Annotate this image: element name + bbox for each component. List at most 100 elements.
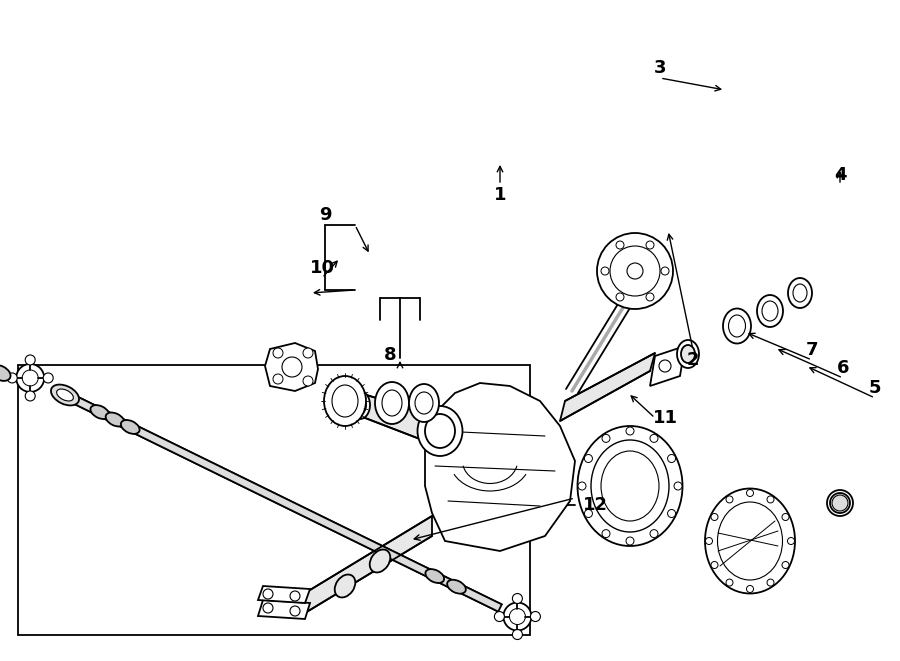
Ellipse shape — [728, 315, 745, 337]
Ellipse shape — [717, 502, 782, 580]
Circle shape — [602, 529, 610, 537]
Ellipse shape — [324, 376, 366, 426]
Circle shape — [303, 376, 313, 386]
Text: 3: 3 — [653, 59, 666, 77]
Circle shape — [646, 293, 654, 301]
Ellipse shape — [335, 574, 356, 598]
Circle shape — [512, 594, 522, 603]
Circle shape — [584, 455, 592, 463]
Circle shape — [726, 579, 733, 586]
Ellipse shape — [426, 569, 444, 583]
Polygon shape — [305, 516, 432, 613]
Text: 12: 12 — [582, 496, 608, 514]
Ellipse shape — [57, 389, 74, 401]
Circle shape — [610, 246, 660, 296]
Ellipse shape — [723, 309, 751, 344]
Ellipse shape — [578, 426, 682, 546]
Text: 6: 6 — [837, 359, 850, 377]
Ellipse shape — [51, 385, 79, 405]
Circle shape — [782, 514, 789, 520]
Ellipse shape — [350, 391, 370, 419]
Text: 2: 2 — [687, 351, 699, 369]
Circle shape — [263, 589, 273, 599]
Polygon shape — [265, 343, 318, 391]
Circle shape — [25, 391, 35, 401]
Ellipse shape — [793, 284, 807, 302]
Ellipse shape — [681, 345, 695, 363]
Circle shape — [782, 561, 789, 568]
Ellipse shape — [762, 301, 778, 321]
Ellipse shape — [788, 278, 812, 308]
Ellipse shape — [0, 365, 11, 381]
Circle shape — [626, 427, 634, 435]
Circle shape — [746, 490, 753, 496]
Text: 11: 11 — [652, 409, 678, 427]
Polygon shape — [258, 586, 310, 603]
Circle shape — [650, 434, 658, 442]
Circle shape — [746, 586, 753, 592]
Circle shape — [646, 241, 654, 249]
Bar — [18, 365, 530, 635]
Ellipse shape — [121, 420, 140, 434]
Circle shape — [503, 603, 531, 631]
Ellipse shape — [757, 295, 783, 327]
Circle shape — [16, 364, 44, 392]
Circle shape — [616, 293, 624, 301]
Circle shape — [578, 482, 586, 490]
Circle shape — [290, 591, 300, 601]
Polygon shape — [63, 391, 502, 611]
Ellipse shape — [447, 580, 466, 594]
Polygon shape — [560, 353, 655, 421]
Circle shape — [627, 263, 643, 279]
Ellipse shape — [677, 340, 699, 368]
Polygon shape — [258, 600, 310, 619]
Ellipse shape — [418, 406, 463, 456]
Circle shape — [7, 373, 17, 383]
Circle shape — [273, 348, 283, 358]
Circle shape — [25, 355, 35, 365]
Circle shape — [530, 611, 540, 621]
Circle shape — [584, 510, 592, 518]
Circle shape — [509, 609, 526, 625]
Ellipse shape — [90, 405, 109, 419]
Circle shape — [834, 497, 846, 509]
Circle shape — [43, 373, 53, 383]
Circle shape — [726, 496, 733, 503]
Circle shape — [668, 455, 676, 463]
Circle shape — [597, 233, 673, 309]
Text: 4: 4 — [833, 166, 846, 184]
Ellipse shape — [332, 385, 358, 417]
Circle shape — [832, 495, 848, 511]
Circle shape — [601, 267, 609, 275]
Ellipse shape — [591, 440, 669, 532]
Circle shape — [290, 606, 300, 616]
Text: 1: 1 — [494, 186, 506, 204]
Polygon shape — [425, 383, 575, 551]
Circle shape — [273, 374, 283, 384]
Circle shape — [674, 482, 682, 490]
Circle shape — [767, 496, 774, 503]
Ellipse shape — [382, 390, 402, 416]
Circle shape — [788, 537, 795, 545]
Ellipse shape — [370, 549, 391, 572]
Ellipse shape — [105, 412, 124, 426]
Circle shape — [711, 561, 718, 568]
Circle shape — [706, 537, 713, 545]
Circle shape — [711, 514, 718, 520]
Circle shape — [626, 537, 634, 545]
Text: 9: 9 — [319, 206, 331, 224]
Text: 7: 7 — [806, 341, 818, 359]
Polygon shape — [360, 393, 425, 441]
Circle shape — [494, 611, 504, 621]
Circle shape — [659, 360, 671, 372]
Circle shape — [263, 603, 273, 613]
Ellipse shape — [354, 396, 366, 414]
Circle shape — [22, 370, 38, 386]
Circle shape — [616, 241, 624, 249]
Circle shape — [650, 529, 658, 537]
Text: 8: 8 — [383, 346, 396, 364]
Circle shape — [668, 510, 676, 518]
Ellipse shape — [705, 488, 795, 594]
Ellipse shape — [601, 451, 659, 521]
Circle shape — [602, 434, 610, 442]
